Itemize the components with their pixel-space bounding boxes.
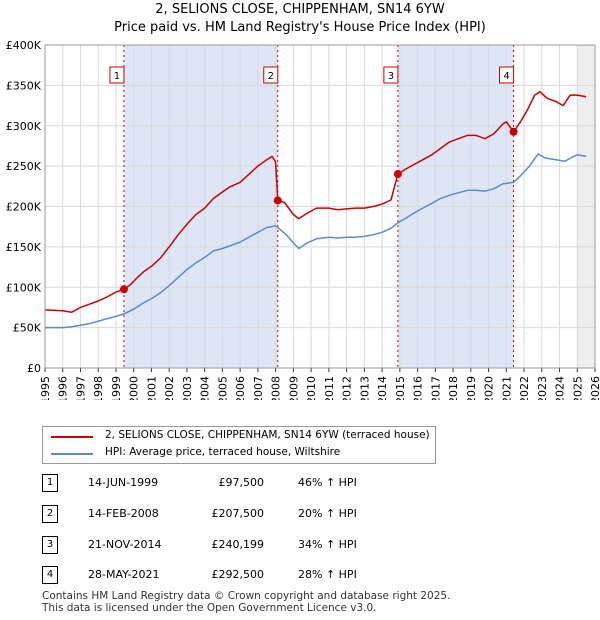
x-tick-label: 2011 — [323, 376, 336, 400]
sale-marker-label: 1 — [114, 71, 120, 82]
y-tick-label: £100K — [6, 281, 42, 294]
x-tick-label: 2006 — [234, 376, 247, 400]
y-tick-label: £250K — [6, 160, 42, 173]
x-tick-label: 2007 — [252, 376, 265, 400]
x-tick-label: 2023 — [536, 376, 549, 400]
transaction-row: 1 14-JUN-1999 £97,500 46% ↑ HPI — [42, 474, 442, 494]
x-tick-label: 2020 — [483, 376, 496, 400]
transaction-price: £240,199 — [211, 538, 265, 551]
x-tick-label: 2013 — [358, 376, 371, 400]
x-tick-label: 2003 — [181, 376, 194, 400]
transaction-number: 1 — [42, 474, 58, 492]
x-tick-label: 2000 — [128, 376, 141, 400]
sale-marker-label: 4 — [503, 71, 509, 82]
y-tick-label: £200K — [6, 201, 42, 214]
transaction-row: 4 28-MAY-2021 £292,500 28% ↑ HPI — [42, 566, 442, 586]
plot-frame — [44, 44, 596, 369]
transaction-row: 3 21-NOV-2014 £240,199 34% ↑ HPI — [42, 536, 442, 556]
sale-point — [393, 170, 402, 179]
transaction-hpi: 34% ↑ HPI — [298, 538, 357, 551]
transaction-date: 28-MAY-2021 — [88, 568, 160, 581]
transaction-hpi: 20% ↑ HPI — [298, 507, 357, 520]
transaction-hpi: 46% ↑ HPI — [298, 476, 357, 489]
x-tick-label: 1997 — [74, 376, 87, 400]
x-tick-label: 2021 — [500, 376, 513, 400]
y-tick-label: £350K — [6, 79, 42, 92]
x-tick-label: 2022 — [518, 376, 531, 400]
legend-swatch-hpi — [51, 453, 93, 455]
price-chart: £0 £50K £100K £150K £200K £250K £300K £350K £400… — [6, 39, 600, 400]
footer-copyright: Contains HM Land Registry data © Crown c… — [42, 590, 451, 602]
x-tick-label: 2016 — [412, 376, 425, 400]
transaction-row: 2 14-FEB-2008 £207,500 20% ↑ HPI — [42, 505, 442, 525]
footer-licence: This data is licensed under the Open Gov… — [42, 602, 377, 614]
transaction-date: 14-FEB-2008 — [88, 507, 159, 520]
x-tick-label: 2014 — [376, 376, 389, 400]
x-tick-label: 2024 — [554, 376, 567, 400]
x-tick-label: 2001 — [145, 376, 158, 400]
sale-marker-box — [263, 66, 279, 84]
transaction-hpi: 28% ↑ HPI — [298, 568, 357, 581]
x-tick-label: 1999 — [110, 376, 123, 400]
sale-marker-box — [109, 66, 125, 84]
property-series-line — [44, 91, 587, 314]
x-tick-label: 2019 — [465, 376, 478, 400]
sale-point — [509, 127, 518, 136]
sale-marker-box — [383, 66, 399, 84]
y-tick-label: £400K — [6, 39, 42, 52]
x-tick-label: 2026 — [589, 376, 600, 400]
transaction-price: £292,500 — [211, 568, 265, 581]
transaction-price: £97,500 — [218, 476, 265, 489]
legend-label-hpi: HPI: Average price, terraced house, Wilt… — [105, 446, 341, 458]
sale-marker-label: 3 — [388, 71, 394, 82]
x-tick-label: 2015 — [394, 376, 407, 400]
x-tick-label: 1996 — [57, 376, 70, 400]
x-tick-label: 2005 — [216, 376, 229, 400]
y-tick-label: £300K — [6, 120, 42, 133]
transaction-date: 21-NOV-2014 — [88, 538, 162, 551]
x-tick-label: 1995 — [39, 376, 52, 400]
sale-marker-label: 2 — [268, 71, 274, 82]
x-tick-label: 1998 — [92, 376, 105, 400]
x-tick-label: 2009 — [287, 376, 300, 400]
transaction-number: 3 — [42, 536, 58, 554]
x-tick-label: 2012 — [341, 376, 354, 400]
legend-label-property: 2, SELIONS CLOSE, CHIPPENHAM, SN14 6YW (… — [105, 429, 430, 441]
transaction-number: 2 — [42, 505, 58, 523]
y-tick-label: £0 — [27, 362, 41, 375]
x-tick-label: 2008 — [270, 376, 283, 400]
hpi-series-line — [45, 153, 587, 329]
transaction-number: 4 — [42, 566, 58, 584]
chart-title: 2, SELIONS CLOSE, CHIPPENHAM, SN14 6YW — [155, 2, 445, 17]
x-tick-label: 2018 — [447, 376, 460, 400]
y-tick-label: £150K — [6, 241, 42, 254]
legend: 2, SELIONS CLOSE, CHIPPENHAM, SN14 6YW (… — [42, 426, 436, 464]
sale-marker-box — [499, 66, 515, 84]
x-tick-label: 2010 — [305, 376, 318, 400]
x-tick-label: 2025 — [571, 376, 584, 400]
x-tick-label: 2002 — [163, 376, 176, 400]
sale-point — [273, 196, 282, 205]
x-tick-label: 2017 — [429, 376, 442, 400]
x-tick-label: 2004 — [199, 376, 212, 400]
transaction-date: 14-JUN-1999 — [88, 476, 159, 489]
chart-subtitle: Price paid vs. HM Land Registry's House … — [114, 20, 486, 35]
sale-point — [119, 285, 128, 294]
y-tick-label: £50K — [13, 322, 42, 335]
legend-swatch-property — [51, 436, 93, 438]
transaction-price: £207,500 — [211, 507, 265, 520]
